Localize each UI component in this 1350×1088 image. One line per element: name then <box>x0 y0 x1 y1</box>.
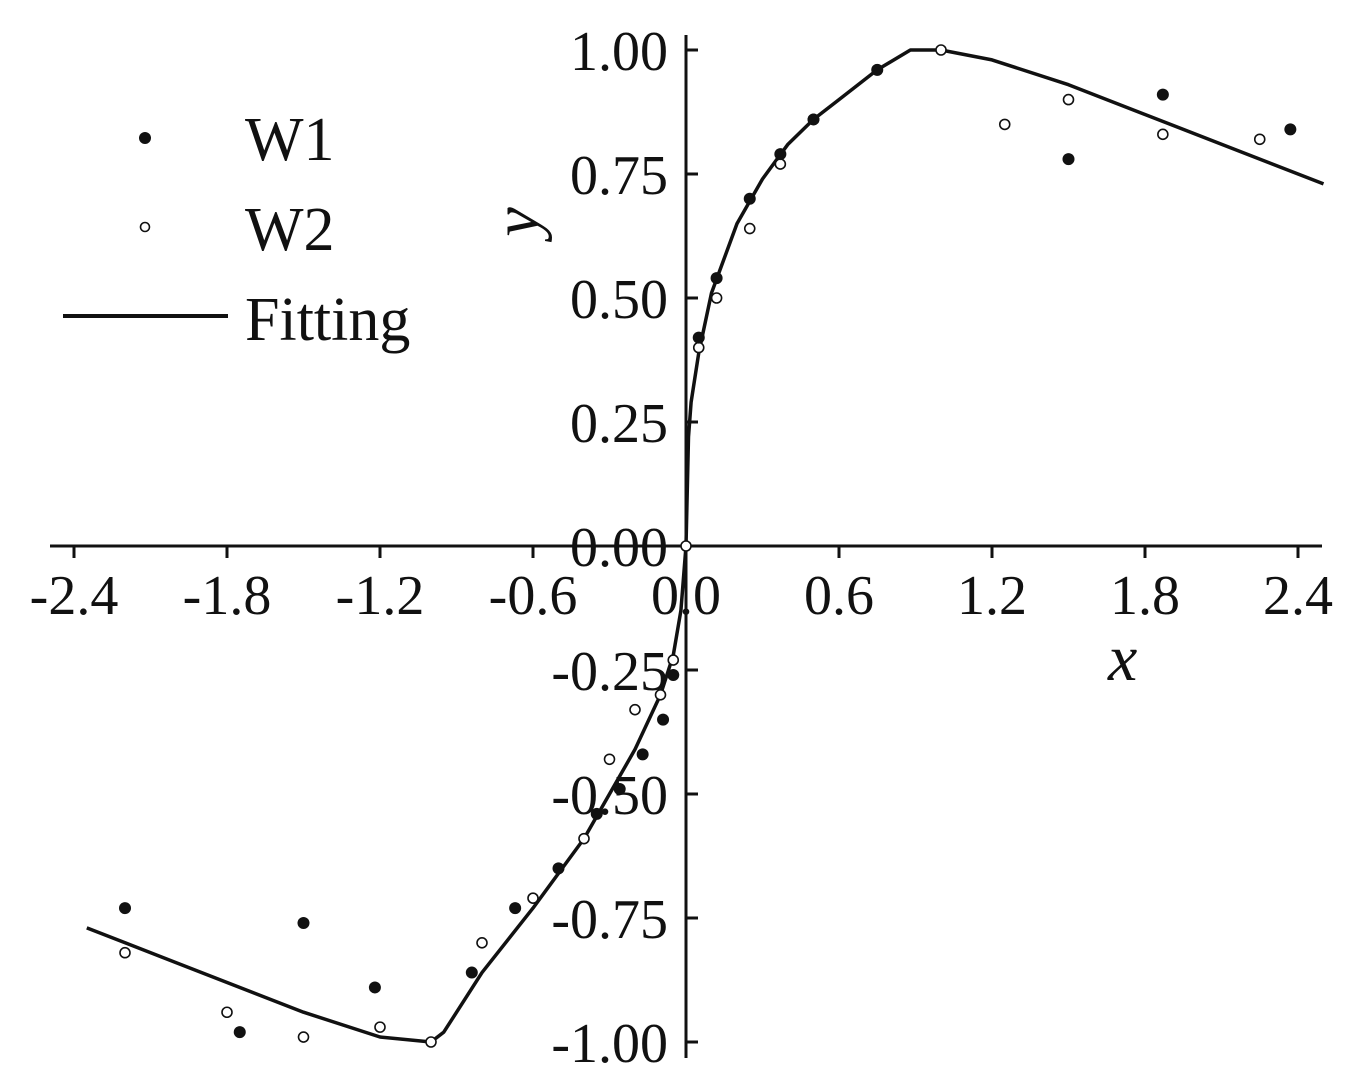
data-point-w2 <box>998 118 1011 131</box>
data-point-w1 <box>871 63 884 76</box>
data-point-w1 <box>657 713 670 726</box>
data-point-w1 <box>1284 123 1297 136</box>
legend-item-w1: W1 <box>139 106 335 174</box>
x-tick-label: 2.4 <box>1263 565 1333 627</box>
legend-item-fitting: Fitting <box>63 286 410 354</box>
legend-marker-w1 <box>139 132 151 144</box>
data-point-w2 <box>629 703 641 716</box>
x-tick-label: -2.4 <box>30 565 119 627</box>
data-point-w2 <box>1253 133 1266 146</box>
data-point-w1 <box>774 148 787 161</box>
marker-series <box>119 44 1297 1048</box>
data-point-w2 <box>710 292 723 304</box>
data-point-w1 <box>692 331 705 344</box>
data-point-w1 <box>613 783 626 796</box>
x-tick-label: -0.6 <box>489 565 578 627</box>
x-tick-label: 1.8 <box>1110 565 1180 627</box>
axis-titles: x y <box>480 207 1137 695</box>
y-tick-label: 0.25 <box>570 393 668 455</box>
data-point-w2 <box>221 1006 233 1019</box>
legend-label-w2: W2 <box>245 196 335 264</box>
legend-label-fitting: Fitting <box>245 286 410 354</box>
data-point-w1 <box>465 966 478 979</box>
y-tick-label: -1.00 <box>551 1013 668 1075</box>
y-tick-label: -0.75 <box>551 889 668 951</box>
x-tick-label: -1.8 <box>183 565 272 627</box>
data-point-w2 <box>667 654 680 666</box>
data-point-w1 <box>297 916 310 929</box>
data-point-w1 <box>710 272 723 285</box>
data-point-w1 <box>1062 153 1075 166</box>
data-point-w1 <box>590 807 603 820</box>
x-tick-label: -1.2 <box>336 565 425 627</box>
data-point-w2 <box>374 1021 386 1033</box>
data-point-w1 <box>807 113 820 126</box>
legend-marker-w2 <box>139 221 151 233</box>
data-point-w2 <box>774 158 787 170</box>
data-point-w2 <box>654 688 667 701</box>
x-tick-label: 1.2 <box>957 565 1027 627</box>
y-tick-label: 0.00 <box>570 517 668 579</box>
data-point-w1 <box>636 748 649 761</box>
x-tick-label: 0.0 <box>651 565 721 627</box>
data-point-w2 <box>692 341 705 354</box>
legend-item-w2: W2 <box>139 196 335 264</box>
data-point-w1 <box>743 192 756 205</box>
data-point-w2 <box>1157 128 1169 141</box>
y-axis-title: y <box>480 207 553 243</box>
data-point-w2 <box>119 946 131 959</box>
data-point-w2 <box>603 753 616 766</box>
data-point-w2 <box>297 1031 310 1043</box>
data-point-w2 <box>527 892 539 904</box>
data-point-w1 <box>667 668 680 681</box>
data-point-w1 <box>1156 88 1169 101</box>
y-tick-label: 0.75 <box>570 145 668 207</box>
data-point-w2 <box>935 44 947 56</box>
x-axis-title: x <box>1107 622 1137 695</box>
legend: W1 W2 Fitting <box>63 106 410 354</box>
data-point-w1 <box>368 981 381 994</box>
data-point-w1 <box>552 862 565 875</box>
data-point-w2 <box>743 222 756 235</box>
data-point-w2 <box>680 540 692 552</box>
y-tick-label: -0.25 <box>551 641 668 703</box>
data-point-w2 <box>425 1036 437 1048</box>
data-point-w1 <box>233 1026 246 1039</box>
data-point-w1 <box>509 902 522 915</box>
data-point-w2 <box>1062 93 1075 106</box>
y-tick-label: 0.50 <box>570 269 668 331</box>
axes: -2.4 -1.8 -1.2 -0.6 0.0 0.6 1.2 1.8 2.4 -1.00 -0.7… <box>30 21 1333 1075</box>
y-tick-label: 1.00 <box>570 21 668 83</box>
data-point-w2 <box>476 936 488 949</box>
data-point-w1 <box>119 902 131 915</box>
legend-label-w1: W1 <box>245 106 335 174</box>
x-tick-label: 0.6 <box>804 565 874 627</box>
data-point-w2 <box>578 832 590 845</box>
